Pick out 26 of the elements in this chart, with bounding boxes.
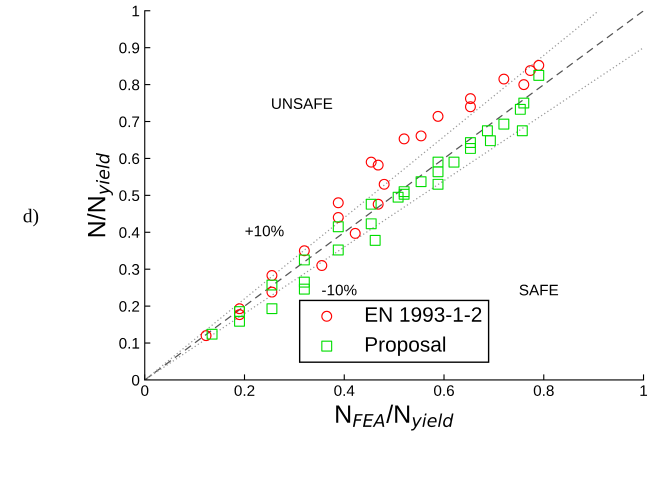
legend-label: Proposal: [366, 336, 446, 356]
y-tick-label: 0.4: [119, 227, 140, 238]
y-tick-label: 0.3: [119, 264, 140, 275]
x-axis-title: N$_{FEA}$/N$_{yield}$: [336, 404, 454, 430]
y-tick-label: 0.1: [119, 338, 140, 349]
y-tick-label: 1: [132, 6, 140, 16]
text: d): [24, 208, 38, 226]
legend-label: EN 1993-1-2: [366, 307, 482, 322]
y-tick-label: 0: [132, 374, 140, 386]
annotation: SAFE: [520, 284, 558, 296]
x-tick-label: 0.8: [534, 385, 554, 396]
x-tick-label: 0.2: [234, 385, 254, 396]
x-tick-label: 0.4: [334, 385, 354, 396]
annotation: +10%: [245, 226, 284, 236]
y-tick-label: 0.5: [119, 190, 140, 202]
y-tick-label: 0.9: [119, 42, 140, 54]
y-tick-label: 0.8: [119, 79, 140, 90]
y-tick-label: 0.6: [119, 153, 140, 164]
y-axis-title: N/N$_{yield}$: [87, 153, 113, 236]
y-tick-label: 0.2: [119, 300, 140, 312]
annotation: UNSAFE: [272, 98, 332, 110]
y-tick-label: 0.7: [119, 116, 140, 128]
x-tick-label: 0: [141, 385, 148, 396]
annotation: -10%: [322, 284, 357, 296]
x-tick-label: 1: [640, 385, 648, 396]
x-tick-label: 0.6: [434, 385, 454, 396]
